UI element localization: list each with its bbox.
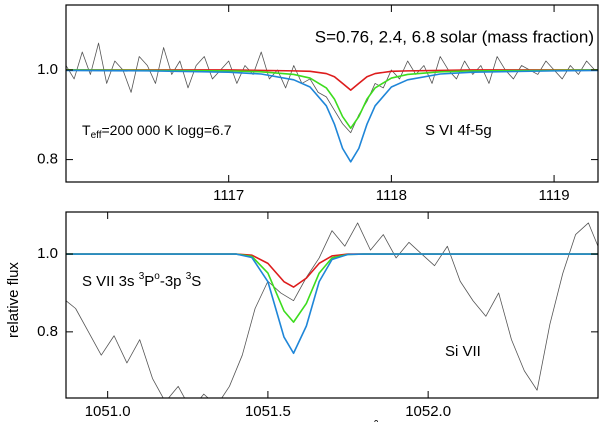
annotation: S VI 4f-5g bbox=[425, 122, 492, 139]
annotation-part: eff bbox=[91, 130, 102, 141]
x-tick-label: 1117 bbox=[213, 187, 244, 204]
series-line bbox=[66, 69, 598, 130]
x-tick-label: 1051.5 bbox=[245, 403, 291, 420]
series-line bbox=[66, 69, 598, 91]
annotation-part: o bbox=[154, 271, 160, 282]
plot-area bbox=[66, 42, 598, 163]
annotation-part: 3 bbox=[139, 271, 145, 282]
annotation-part: =200 000 K logg=6.7 bbox=[102, 122, 232, 138]
series-line bbox=[66, 222, 598, 398]
y-tick-label: 1.0 bbox=[37, 61, 58, 78]
annotation: S VII 3s 3Po-3p 3S bbox=[82, 271, 201, 290]
annotation-part: P bbox=[144, 273, 154, 290]
axes-frame bbox=[65, 4, 599, 183]
x-tick-label: 1119 bbox=[538, 187, 569, 204]
x-tick-label: 1052.0 bbox=[405, 403, 451, 420]
y-axis-label: relative flux bbox=[5, 262, 22, 338]
y-tick-label: 1.0 bbox=[37, 245, 58, 262]
plot-area bbox=[66, 222, 598, 398]
series-line bbox=[66, 253, 598, 355]
axes-frame bbox=[65, 211, 599, 399]
annotation-part: S bbox=[191, 273, 201, 290]
series-line bbox=[66, 42, 596, 134]
annotation-part: -3p bbox=[160, 273, 186, 290]
series-line bbox=[66, 69, 598, 163]
x-tick-label: 1051.0 bbox=[85, 403, 131, 420]
annotation-part: S VII 3s bbox=[82, 273, 139, 290]
annotation: S=0.76, 2.4, 6.8 solar (mass fraction) bbox=[315, 27, 594, 46]
annotation-part: 3 bbox=[186, 271, 192, 282]
annotation: Teff=200 000 K logg=6.7 bbox=[82, 122, 232, 141]
annotation: Si VII bbox=[445, 343, 481, 360]
y-tick-label: 0.8 bbox=[37, 151, 58, 168]
annotation-part: T bbox=[82, 122, 91, 138]
y-tick-label: 0.8 bbox=[37, 323, 58, 340]
x-axis-label: wavelength / Å bbox=[282, 420, 381, 422]
x-tick-label: 1118 bbox=[376, 187, 407, 204]
